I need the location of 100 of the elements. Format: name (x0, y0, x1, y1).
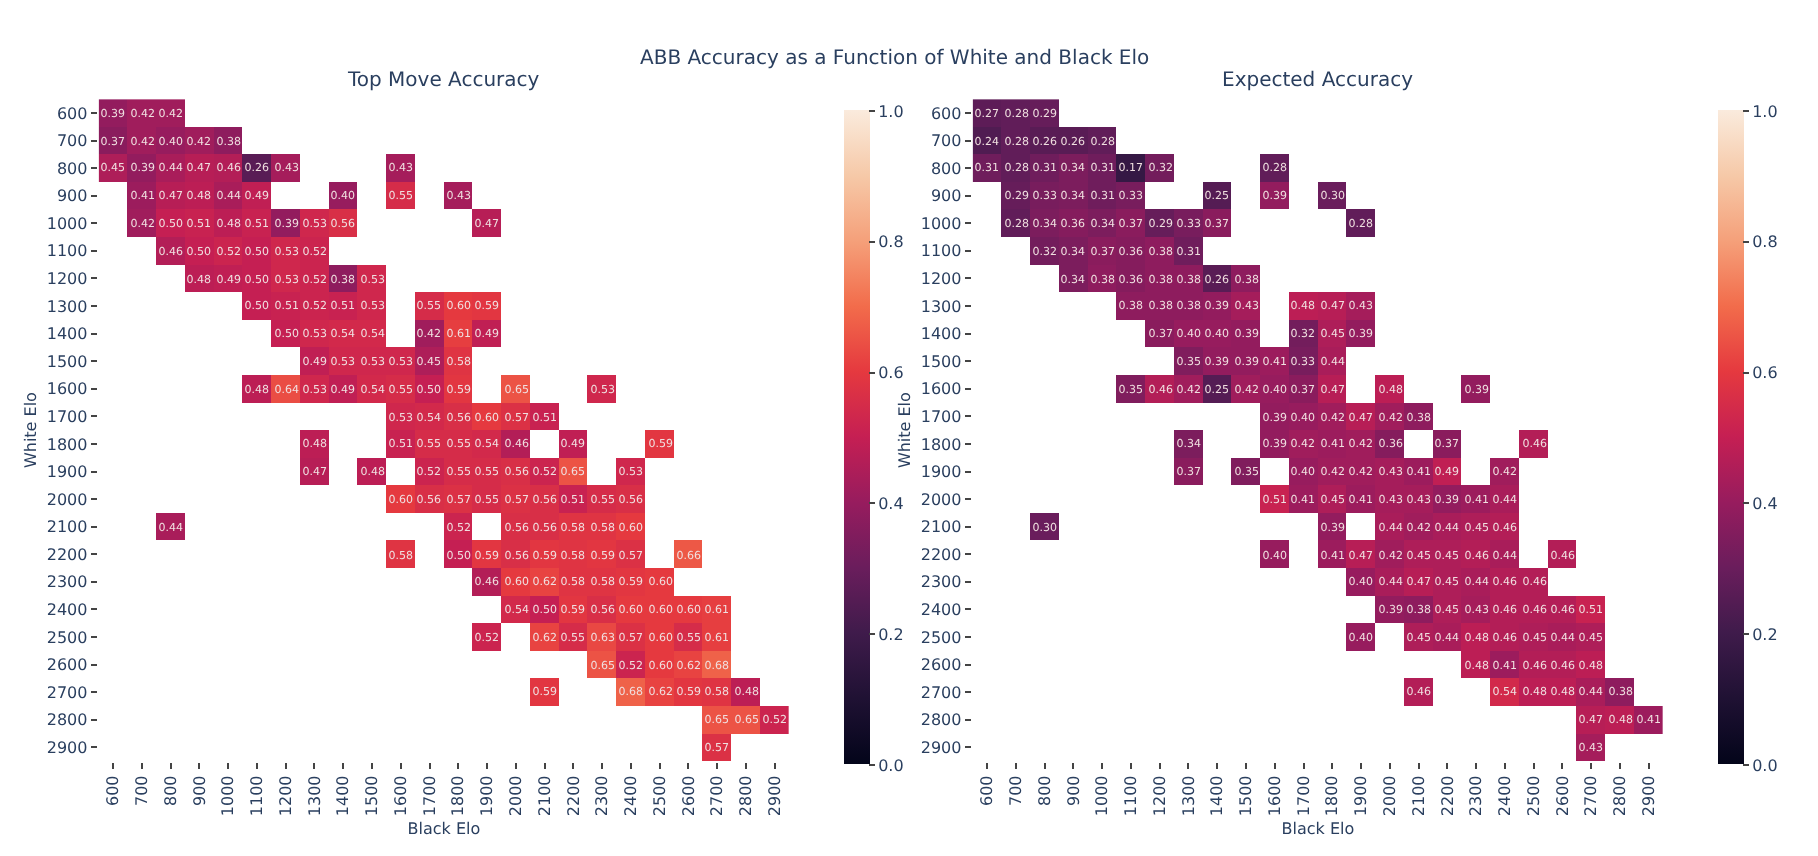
y-tick-label: 2100 (46, 518, 88, 537)
x-tick-label: 2600 (1553, 775, 1572, 817)
x-tick-label: 1500 (1237, 775, 1256, 817)
x-tick-label: 1500 (363, 775, 382, 817)
y-tick-label: 2000 (920, 490, 962, 509)
y-tick-label: 1700 (46, 407, 88, 426)
x-tick-label: 2400 (1496, 775, 1515, 817)
x-tick-label: 2500 (650, 775, 669, 817)
x-tick-label: 2200 (564, 775, 583, 817)
x-tick-label: 1000 (1093, 775, 1112, 817)
x-tick-label: 800 (1035, 775, 1054, 807)
color-bar-label: 0.4 (878, 495, 904, 513)
y-tick-label: 1500 (46, 352, 88, 371)
x-tick-label: 2200 (1438, 775, 1457, 817)
y-tick-label: 2400 (920, 601, 962, 619)
x-tick-label: 1400 (334, 775, 353, 817)
color-bar-label: 0.0 (878, 756, 904, 775)
x-tick-label: 1100 (248, 775, 267, 817)
y-tick-label: 2800 (46, 711, 88, 730)
x-tick-label: 1900 (478, 775, 497, 817)
y-tick-label: 700 (930, 132, 962, 151)
y-tick-label: 1000 (46, 214, 88, 233)
color-bar-label: 0.8 (1752, 233, 1778, 252)
x-tick-label: 2500 (1524, 775, 1543, 817)
x-tick-label: 600 (978, 775, 997, 807)
y-tick-label: 1100 (920, 242, 962, 261)
x-tick-label: 1400 (1208, 775, 1227, 817)
y-tick-label: 1300 (46, 297, 88, 316)
x-tick-label: 900 (1064, 775, 1083, 807)
color-bar-label: 0.6 (878, 364, 904, 383)
y-tick-label: 1000 (920, 214, 962, 233)
y-tick-label: 1800 (920, 435, 962, 454)
x-axis-title: Black Elo (407, 820, 481, 839)
x-axis-title: Black Elo (1281, 820, 1355, 839)
x-tick-label: 1700 (1294, 775, 1313, 817)
x-tick-label: 1300 (305, 775, 324, 817)
y-tick-label: 2700 (920, 683, 962, 702)
y-tick-label: 1900 (46, 463, 88, 482)
y-tick-label: 900 (930, 187, 962, 206)
y-tick-label: 2900 (46, 738, 88, 757)
x-tick-label: 1300 (1179, 775, 1198, 817)
x-tick-label: 1000 (219, 775, 238, 817)
y-tick-label: 2800 (920, 711, 962, 730)
x-tick-label: 2800 (1611, 775, 1630, 817)
x-tick-label: 700 (133, 775, 152, 807)
y-tick-label: 700 (56, 132, 88, 151)
x-tick-label: 1600 (391, 775, 410, 817)
x-tick-label: 1100 (1122, 775, 1141, 817)
x-tick-label: 2900 (1639, 775, 1658, 817)
y-tick-label: 1200 (46, 270, 88, 289)
y-tick-label: 2300 (920, 573, 962, 592)
color-bar-label: 0.2 (878, 625, 904, 644)
y-tick-label: 1600 (920, 380, 962, 399)
x-tick-label: 2100 (535, 775, 554, 817)
x-tick-label: 2600 (679, 775, 698, 817)
y-tick-label: 1700 (920, 407, 962, 426)
color-bar-label: 0.6 (1752, 364, 1778, 383)
y-tick-label: 800 (56, 159, 88, 178)
color-bar-label: 0.8 (878, 233, 904, 252)
x-tick-label: 2100 (1409, 775, 1428, 817)
y-tick-label: 2200 (920, 545, 962, 564)
y-tick-label: 2200 (46, 545, 88, 564)
x-tick-label: 2700 (708, 775, 727, 817)
x-tick-label: 1200 (1150, 775, 1169, 817)
y-tick-label: 800 (930, 159, 962, 178)
x-tick-label: 2800 (737, 775, 756, 817)
y-tick-label: 600 (930, 104, 962, 123)
x-tick-label: 1700 (420, 775, 439, 817)
y-tick-label: 1300 (920, 297, 962, 316)
color-bar-label: 1.0 (1752, 102, 1778, 121)
y-tick-label: 2700 (46, 683, 88, 702)
x-tick-label: 600 (104, 775, 123, 807)
y-tick-label: 600 (56, 104, 88, 123)
x-tick-label: 2700 (1582, 775, 1601, 817)
x-tick-label: 800 (161, 775, 180, 807)
y-tick-label: 2000 (46, 490, 88, 509)
y-tick-label: 1400 (46, 325, 88, 344)
y-tick-label: 2100 (920, 518, 962, 537)
y-tick-label: 2900 (920, 738, 962, 757)
x-tick-label: 1600 (1265, 775, 1284, 817)
x-tick-label: 1900 (1352, 775, 1371, 817)
y-tick-label: 1200 (920, 270, 962, 289)
y-axis-title: White Elo (896, 391, 915, 469)
color-bar-label: 0.0 (1752, 756, 1778, 775)
y-tick-label: 2400 (46, 601, 88, 619)
x-tick-label: 2000 (507, 775, 526, 817)
y-tick-label: 1500 (920, 352, 962, 371)
x-tick-label: 1800 (1323, 775, 1342, 817)
x-tick-label: 1800 (449, 775, 468, 817)
y-tick-label: 1600 (46, 380, 88, 399)
y-tick-label: 1400 (920, 325, 962, 344)
y-tick-label: 2500 (920, 628, 962, 647)
chart-title: Expected Accuracy (1222, 70, 1414, 92)
x-tick-label: 2400 (622, 775, 641, 817)
y-tick-label: 2300 (46, 573, 88, 592)
x-tick-label: 2000 (1381, 775, 1400, 817)
y-tick-label: 900 (56, 187, 88, 206)
x-tick-label: 2300 (1467, 775, 1486, 817)
x-tick-label: 2300 (593, 775, 612, 817)
y-tick-label: 2600 (46, 656, 88, 675)
